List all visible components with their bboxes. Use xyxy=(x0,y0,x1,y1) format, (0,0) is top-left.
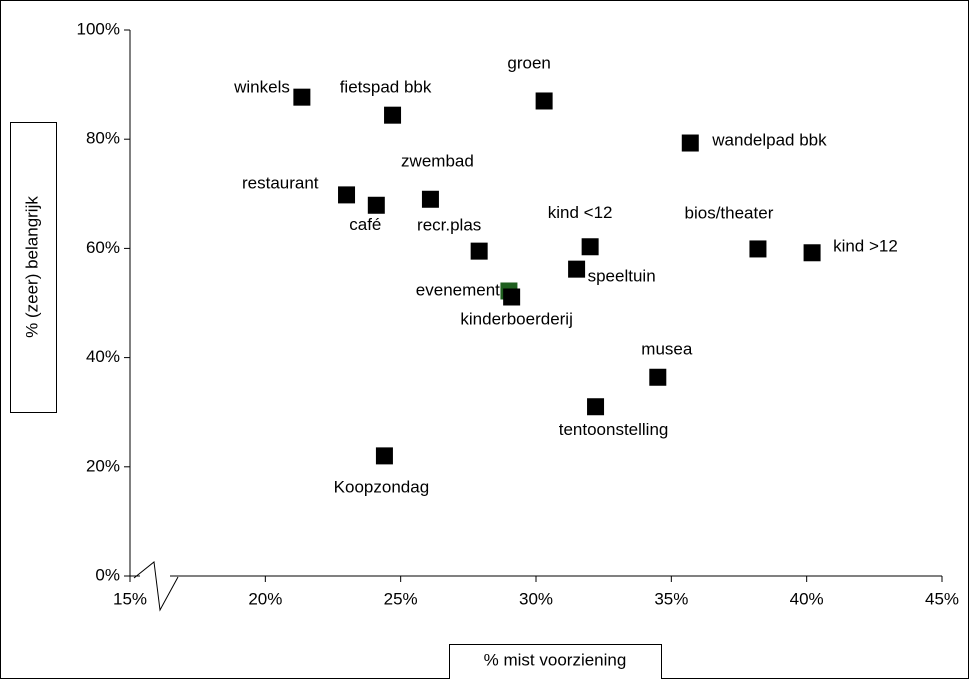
point-label: zwembad xyxy=(401,152,474,171)
point xyxy=(535,92,553,110)
point xyxy=(681,134,699,152)
point-label: kind <12 xyxy=(548,203,613,222)
y-axis-label: % (zeer) belangrijk xyxy=(22,196,41,338)
point-label: fietspad bbk xyxy=(340,78,432,97)
point xyxy=(338,186,356,204)
point xyxy=(503,288,521,306)
point-label: Koopzondag xyxy=(334,477,429,496)
point-label: recr.plas xyxy=(417,216,481,235)
x-tick-label: 40% xyxy=(790,589,824,608)
point xyxy=(421,190,439,208)
point-label: tentoonstelling xyxy=(559,420,669,439)
point xyxy=(587,398,605,416)
point-label: kinderboerderij xyxy=(460,309,572,328)
point-label: speeltuin xyxy=(588,267,656,286)
point-label: restaurant xyxy=(242,173,319,192)
x-label-box xyxy=(449,644,662,679)
point-label: wandelpad bbk xyxy=(711,131,827,150)
x-tick-label: 20% xyxy=(248,589,282,608)
x-axis-label: % mist voorziening xyxy=(484,650,627,669)
point xyxy=(375,447,393,465)
point xyxy=(568,260,586,278)
point xyxy=(749,240,767,258)
axis-break-gap xyxy=(140,570,170,582)
point xyxy=(367,196,385,214)
x-tick-label: 25% xyxy=(384,589,418,608)
point xyxy=(384,106,402,124)
point xyxy=(649,368,667,386)
point-label: kind >12 xyxy=(833,236,898,255)
y-tick-label: 40% xyxy=(86,347,120,366)
y-tick-label: 60% xyxy=(86,238,120,257)
x-tick-label: 45% xyxy=(925,589,959,608)
y-tick-label: 20% xyxy=(86,456,120,475)
y-tick-label: 0% xyxy=(95,565,120,584)
axis-break xyxy=(133,561,179,612)
x-tick-label: 30% xyxy=(519,589,553,608)
point xyxy=(581,238,599,256)
point xyxy=(470,242,488,260)
point-label: evenement xyxy=(416,280,500,299)
point-label: café xyxy=(349,215,381,234)
point-label: bios/theater xyxy=(685,203,774,222)
y-label-box xyxy=(10,122,57,413)
y-tick-label: 100% xyxy=(77,19,120,38)
point xyxy=(803,244,821,262)
y-tick-label: 80% xyxy=(86,129,120,148)
x-tick-label: 35% xyxy=(654,589,688,608)
x-tick-label: 15% xyxy=(113,589,147,608)
point xyxy=(293,88,311,106)
point-label: musea xyxy=(641,340,693,359)
point-label: winkels xyxy=(233,78,290,97)
point-label: groen xyxy=(507,53,550,72)
